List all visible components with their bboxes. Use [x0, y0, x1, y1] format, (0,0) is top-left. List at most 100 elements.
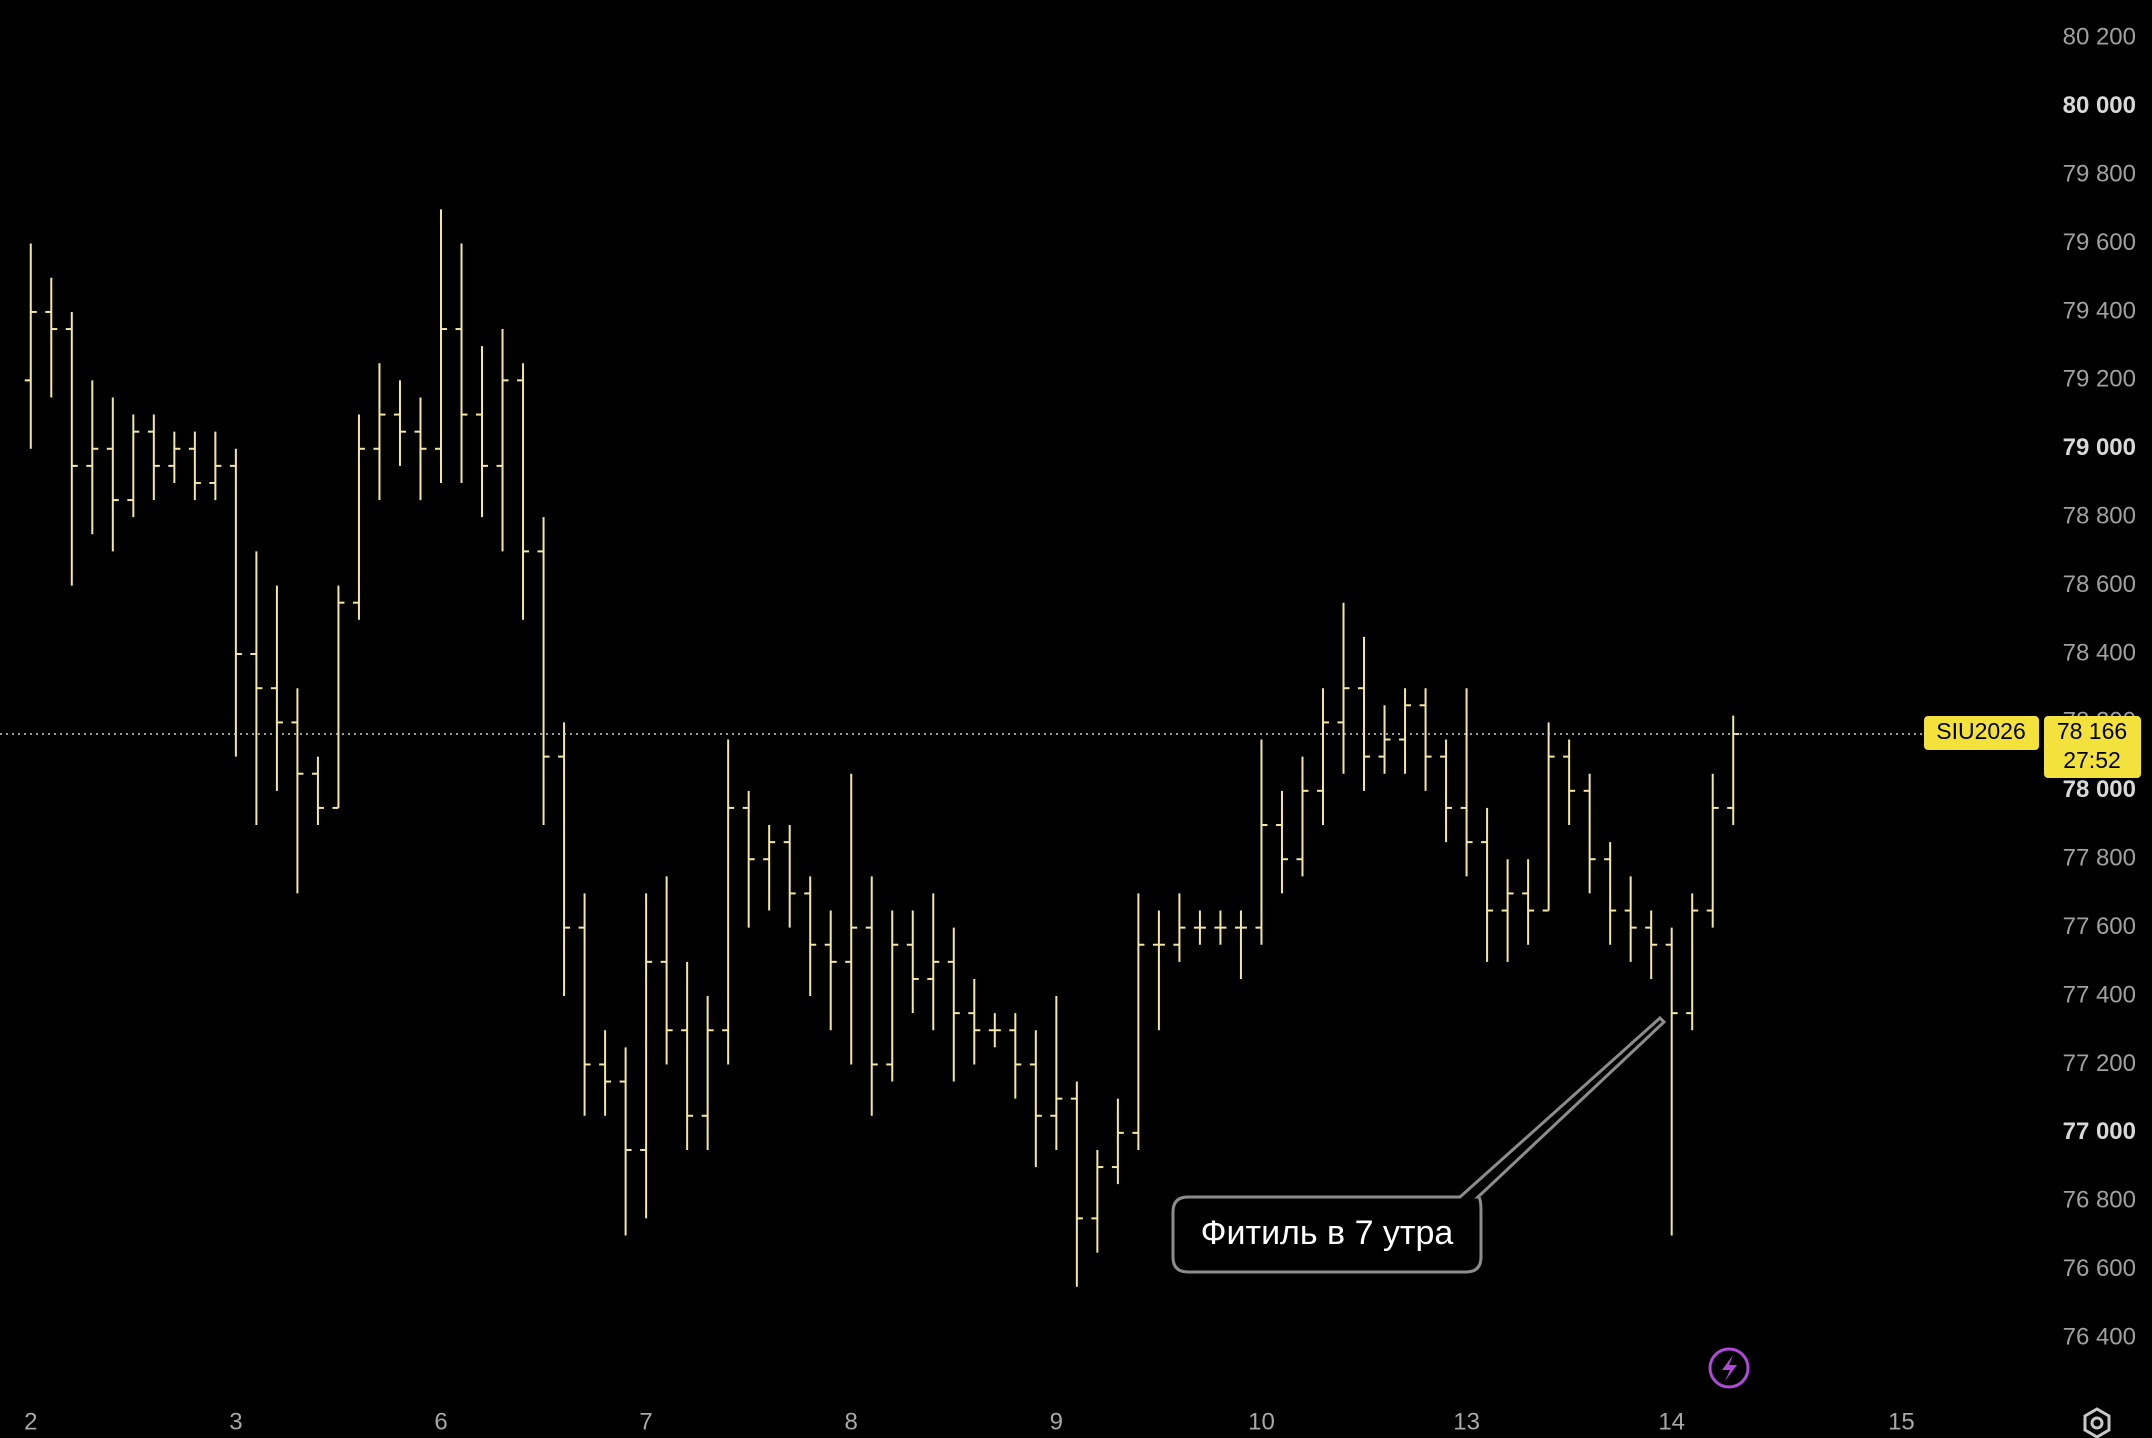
ohlc-bar: [947, 927, 960, 1082]
y-tick-label: 80 000: [2063, 92, 2136, 119]
ohlc-bar: [106, 397, 119, 552]
lightning-icon[interactable]: [1722, 1355, 1737, 1381]
ohlc-bar: [640, 893, 653, 1219]
ohlc-bar: [1193, 910, 1206, 945]
ohlc-bar: [1378, 705, 1391, 774]
ohlc-bar: [660, 876, 673, 1065]
y-tick-label: 79 800: [2063, 160, 2136, 187]
lightning-button[interactable]: [1708, 1347, 1750, 1389]
ohlc-bar: [1604, 842, 1617, 945]
ohlc-bar: [1029, 1030, 1042, 1168]
timer-label: 27:52: [2063, 747, 2121, 773]
ohlc-bar: [701, 996, 714, 1150]
ohlc-bar: [1501, 859, 1514, 962]
ohlc-bar: [45, 277, 58, 398]
ohlc-bar: [229, 448, 242, 757]
ohlc-bar: [906, 910, 919, 1014]
ohlc-bar: [681, 961, 694, 1150]
ohlc-bar: [1111, 1098, 1124, 1185]
ohlc-bar: [168, 431, 181, 483]
plot-area: 76 400 76 600 76 800 77 000 77 200 77 400 77 6…: [0, 24, 2141, 1435]
ohlc-bar: [496, 329, 509, 552]
y-tick-label: 77 400: [2063, 981, 2136, 1008]
ohlc-bar: [455, 243, 468, 483]
ohlc-bar: [578, 893, 591, 1116]
ohlc-bar: [65, 311, 78, 586]
ohlc-bar: [373, 363, 386, 501]
settings-icon[interactable]: [2083, 1407, 2111, 1438]
ohlc-bar: [1091, 1149, 1104, 1253]
x-tick-label: 14: [1658, 1408, 1685, 1435]
ohlc-bar: [968, 978, 981, 1065]
ohlc-bar: [886, 910, 899, 1082]
ohlc-bar: [24, 243, 37, 449]
x-tick-label: 13: [1453, 1408, 1480, 1435]
ohlc-bar: [558, 722, 571, 997]
ohlc-bar: [1255, 739, 1268, 945]
ohlc-bar: [1214, 910, 1227, 945]
last-price-label: 78 166: [2057, 718, 2127, 744]
ohlc-bar: [188, 431, 201, 501]
ohlc-bar: [291, 688, 304, 894]
x-tick-label: 10: [1248, 1408, 1275, 1435]
y-tick-label: 76 400: [2063, 1323, 2136, 1350]
ohlc-bar: [1542, 722, 1555, 912]
ohlc-bar: [619, 1047, 632, 1236]
y-tick-label: 77 800: [2063, 845, 2136, 872]
y-tick-label: 78 000: [2063, 776, 2136, 803]
ohlc-bar: [1337, 602, 1350, 774]
lightning-circle[interactable]: [1708, 1347, 1750, 1389]
ohlc-bar: [86, 380, 99, 535]
ohlc-bar: [1296, 756, 1309, 877]
y-tick-label: 77 000: [2063, 1118, 2136, 1145]
y-tick-label: 78 800: [2063, 503, 2136, 530]
ohlc-bar: [1173, 893, 1186, 962]
ohlc-bar: [1563, 739, 1576, 826]
y-tick-label: 79 400: [2063, 297, 2136, 324]
ohlc-bar: [434, 209, 447, 483]
ohlc-bar: [250, 551, 263, 826]
x-tick-label: 6: [434, 1408, 447, 1435]
ohlc-bar: [127, 414, 140, 518]
ohlc-bar: [1481, 807, 1494, 962]
ohlc-bar: [1050, 996, 1063, 1150]
symbol-badge: [1924, 716, 2039, 751]
ohlc-bar: [537, 517, 550, 826]
ohlc-bar: [270, 585, 283, 791]
ohlc-bar: [927, 893, 940, 1031]
annotation-callout: Фитиль в 7 утра: [1171, 1015, 1667, 1274]
ohlc-bar: [209, 431, 222, 501]
ohlc-bar: [1316, 688, 1329, 826]
ohlc-bar: [1070, 1081, 1083, 1287]
ohlc-bar: [414, 397, 427, 501]
ohlc-bar: [332, 585, 345, 809]
y-tick-label: 78 600: [2063, 571, 2136, 598]
ohlc-bar: [1460, 688, 1473, 877]
y-tick-label: 77 600: [2063, 913, 2136, 940]
ohlc-bar: [1665, 927, 1678, 1236]
x-tick-label: 15: [1888, 1408, 1915, 1435]
settings-button[interactable]: [2083, 1407, 2111, 1438]
x-tick-label: 3: [229, 1408, 242, 1435]
ohlc-bar: [1009, 1013, 1022, 1099]
ohlc-bar: [1706, 773, 1719, 928]
annotation-text: Фитиль в 7 утра: [1201, 1214, 1454, 1252]
x-tick-label: 9: [1050, 1408, 1063, 1435]
x-tick-label: 7: [639, 1408, 652, 1435]
ohlc-bar: [824, 910, 837, 1031]
y-tick-label: 80 200: [2063, 24, 2136, 51]
ohlc-bar: [722, 739, 735, 1065]
ohlc-bar: [311, 756, 324, 826]
ohlc-bar: [1152, 910, 1165, 1031]
y-tick-label: 76 600: [2063, 1255, 2136, 1282]
ohlc-bar: [1583, 773, 1596, 894]
y-tick-label: 77 200: [2063, 1050, 2136, 1077]
ohlc-bar: [742, 790, 755, 928]
settings-icon-center[interactable]: [2090, 1416, 2104, 1430]
ohlc-bar: [804, 876, 817, 997]
ohlc-bar: [1624, 876, 1637, 962]
symbol-label: SIU2026: [1936, 718, 2026, 744]
y-tick-label: 79 200: [2063, 366, 2136, 393]
y-tick-label: 78 400: [2063, 639, 2136, 666]
